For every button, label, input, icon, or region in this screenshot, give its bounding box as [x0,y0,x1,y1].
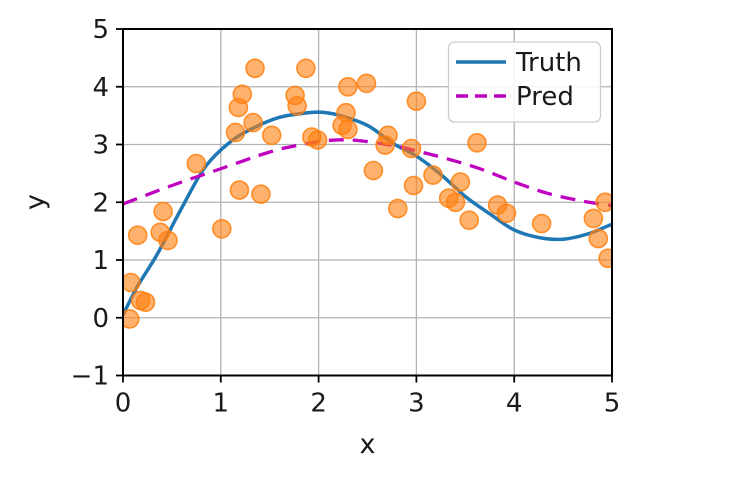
legend-label-pred: Pred [516,82,574,112]
scatter-point [363,160,384,181]
scatter-point [225,122,246,143]
y-tick-label: 5 [92,15,109,45]
scatter-series [123,58,612,329]
scatter-point [496,203,517,223]
scatter-point [406,91,427,111]
x-tick-label: 1 [213,389,230,419]
x-tick-label: 2 [310,389,327,419]
scatter-point [296,58,316,79]
scatter-point [158,230,178,251]
scatter-point [378,125,398,146]
y-tick-label: 0 [92,304,109,334]
scatter-point [153,201,173,222]
y-tick-label: 4 [92,73,109,103]
scatter-point [229,180,250,200]
x-tick-label: 3 [408,389,425,419]
tick-marks [116,28,613,383]
scatter-point [450,172,471,192]
scatter-point [403,175,424,196]
scatter-point [583,208,604,229]
scatter-point [423,165,443,185]
scatter-point [387,198,408,219]
scatter-point [336,102,356,123]
legend: Truth Pred [447,41,602,123]
scatter-point [251,184,271,204]
scatter-point [356,73,377,94]
scatter-point [232,84,253,105]
scatter-point [338,119,358,140]
scatter-point [245,58,265,79]
scatter-point [531,213,552,234]
scatter-point [588,228,609,249]
scatter-point [243,112,263,133]
scatter-point [287,96,307,116]
scatter-point [459,210,480,230]
scatter-point [123,309,140,329]
x-tick-label: 5 [604,389,621,419]
scatter-point [135,292,156,313]
scatter-point [307,130,328,150]
x-axis-label: x [360,429,376,460]
x-tick-label: 0 [115,389,132,419]
x-tick-label: 4 [506,389,523,419]
pred-line [123,138,612,208]
scatter-point [186,153,207,174]
scatter-point [595,192,612,213]
scatter-point [445,192,466,213]
scatter-point [467,133,487,153]
scatter-point [598,248,612,269]
y-tick-label: 3 [92,131,109,161]
scatter-point [401,138,422,159]
scatter-point [338,77,358,97]
y-tick-label: −1 [71,362,109,392]
scatter-point [212,219,232,239]
y-axis-label: y [20,194,51,210]
y-tick-label: 1 [92,246,109,276]
scatter-point [127,225,148,245]
scatter-point [123,272,141,293]
legend-label-truth: Truth [515,48,582,78]
scatter-point [261,125,282,146]
y-tick-label: 2 [92,188,109,218]
